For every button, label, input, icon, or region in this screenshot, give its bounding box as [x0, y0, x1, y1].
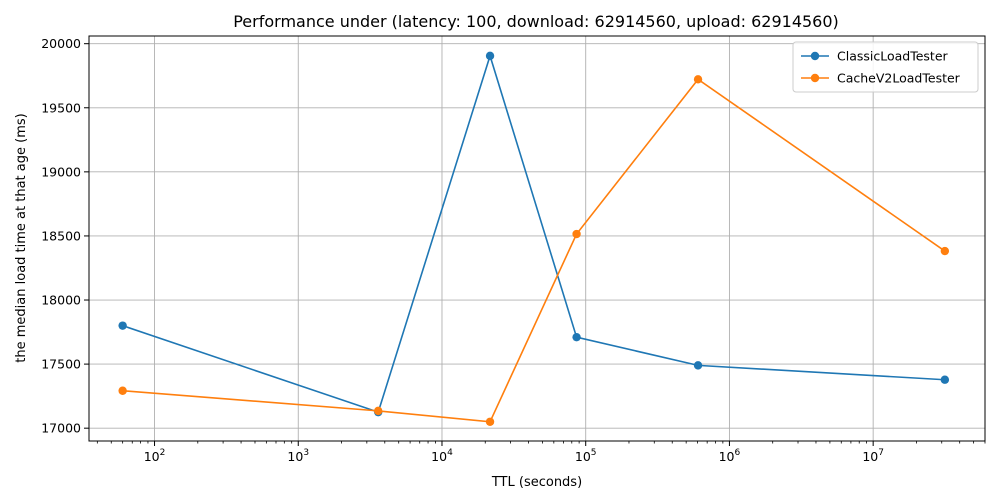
legend-label: ClassicLoadTester — [837, 49, 949, 64]
y-axis-ticks: 17000 17500 18000 18500 19000 19500 20000 — [41, 36, 89, 436]
legend: ClassicLoadTester CacheV2LoadTester — [792, 41, 979, 93]
y-tick-label: 18500 — [41, 228, 81, 243]
x-tick-label: 102 — [144, 448, 166, 464]
chart-title: Performance under (latency: 100, downloa… — [233, 12, 839, 31]
data-point — [118, 321, 127, 330]
x-tick-label: 104 — [431, 448, 453, 464]
x-tick-label: 103 — [287, 448, 309, 464]
data-point — [693, 361, 703, 370]
plot-frame — [88, 35, 986, 442]
x-tick-label: 106 — [719, 448, 741, 464]
y-tick-label: 19000 — [41, 164, 81, 179]
legend-swatch-marker — [810, 73, 820, 83]
series-line — [122, 53, 945, 414]
x-axis-label: TTL (seconds) — [491, 475, 582, 490]
series-layer — [118, 51, 950, 426]
y-tick-label: 17000 — [41, 421, 81, 436]
x-axis-ticks: 102 103 104 105 106 107 — [144, 441, 884, 464]
data-point — [572, 332, 581, 342]
data-point — [572, 229, 581, 239]
legend-swatch-marker — [810, 51, 820, 61]
y-tick-label: 17500 — [41, 357, 81, 372]
x-tick-label: 105 — [575, 448, 597, 464]
x-tick-label: 107 — [862, 448, 884, 464]
data-point — [118, 386, 127, 395]
legend-label: CacheV2LoadTester — [837, 71, 961, 86]
y-tick-label: 18000 — [41, 293, 81, 308]
data-point — [485, 417, 495, 426]
grid — [89, 36, 985, 441]
data-point — [940, 375, 950, 384]
y-axis-label: the median load time at that age (ms) — [14, 113, 29, 362]
data-point — [940, 246, 950, 256]
series-line — [122, 78, 946, 423]
y-tick-label: 19500 — [41, 100, 81, 115]
data-point — [485, 51, 495, 61]
y-tick-label: 20000 — [41, 36, 81, 51]
data-point — [374, 406, 383, 416]
legend-box — [792, 41, 979, 93]
data-point — [693, 75, 703, 84]
